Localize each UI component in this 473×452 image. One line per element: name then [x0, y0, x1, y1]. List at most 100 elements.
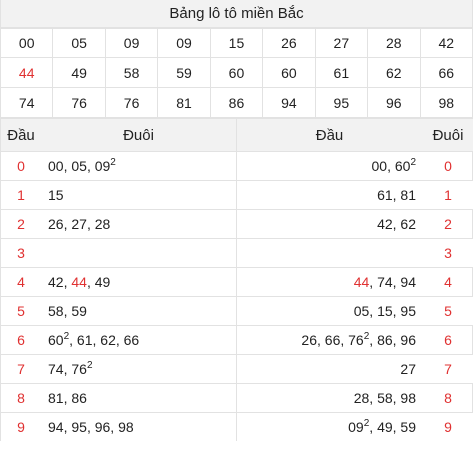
- dau-digit-left: 8: [17, 390, 25, 406]
- number-value: 59: [71, 303, 87, 319]
- dau-digit-left: 2: [17, 216, 25, 232]
- number-value: 05: [353, 303, 370, 319]
- number-value: 74: [377, 274, 393, 290]
- number-value: 98: [400, 390, 416, 406]
- number-value: 66: [324, 332, 341, 348]
- number-value: 94: [400, 274, 416, 290]
- lotto-number-cell: 26: [262, 28, 316, 58]
- duoi-values-left: 94, 95, 96, 98: [48, 419, 134, 435]
- lotto-number-cell: 95: [314, 87, 369, 118]
- dau-digit-left: 5: [17, 303, 25, 319]
- lotto-number-cell: 58: [104, 57, 159, 88]
- lotto-number-cell: 44: [0, 57, 54, 88]
- duoi-values-left: 42, 44, 49: [48, 274, 111, 290]
- lotto-number-cell: 76: [52, 87, 106, 118]
- number-value: 28: [94, 216, 111, 232]
- dau-digit-left: 4: [17, 274, 25, 290]
- number-value: 27: [400, 361, 416, 377]
- dau-duoi-row: 6 602, 61, 62, 66 26, 66, 762, 86, 96 6: [1, 325, 473, 354]
- number-value: 98: [118, 419, 134, 435]
- repeat-count: 2: [110, 157, 116, 168]
- header-duoi-left: Đuôi: [123, 126, 154, 144]
- lotto-number-cell: 00: [0, 28, 54, 58]
- lotto-number-cell: 09: [104, 28, 159, 58]
- repeat-count: 2: [363, 331, 370, 342]
- repeat-count: 2: [363, 418, 370, 429]
- dau-duoi-row: 5 58, 59 05, 15, 95 5: [1, 296, 473, 325]
- lotto-number-cell: 42: [419, 28, 473, 58]
- number-value: 09: [348, 419, 364, 435]
- lotto-number-cell: 61: [314, 57, 369, 88]
- number-value: 96: [94, 419, 111, 435]
- duoi-values-left: [41, 239, 236, 267]
- duoi-digit-right: 9: [444, 419, 452, 435]
- number-value: 60: [394, 158, 411, 174]
- dau-digit-left: 1: [17, 187, 25, 203]
- lotto-number-cell: 27: [314, 28, 369, 58]
- number-value: 95: [71, 419, 87, 435]
- grid-row: 44 49 58 59 60 60 61 62 66: [0, 57, 473, 88]
- board-title: Bảng lô tô miền Bắc: [0, 0, 473, 28]
- duoi-values-left: 81, 86: [48, 390, 87, 406]
- number-value: 00: [48, 158, 64, 174]
- duoi-digit-right: 5: [444, 303, 452, 319]
- dau-digit-left: 6: [17, 332, 25, 348]
- dau-duoi-header: Đầu Đuôi Đầu Đuôi: [1, 118, 473, 151]
- lotto-number-grid: 00 05 09 09 15 26 27 28 42 44 49 58 59 60 60 61 62 66 74 76…: [0, 28, 473, 118]
- lotto-number-cell: 49: [52, 57, 106, 88]
- number-value: 96: [400, 332, 416, 348]
- number-value: 49: [377, 419, 393, 435]
- dau-duoi-row: 0 00, 05, 092 00, 602 0: [1, 151, 473, 180]
- dau-values-right: 27: [236, 355, 422, 383]
- duoi-digit-right: 8: [444, 390, 452, 406]
- number-value: 60: [48, 332, 64, 348]
- lotto-number-cell: 94: [262, 87, 316, 118]
- number-value: 86: [377, 332, 393, 348]
- dau-duoi-row: 7 74, 762 27 7: [1, 354, 473, 383]
- lotto-number-cell: 76: [104, 87, 159, 118]
- number-value: 59: [400, 419, 416, 435]
- dau-values-right: 00, 602: [236, 152, 422, 180]
- number-value: 76: [71, 361, 87, 377]
- number-value: 58: [377, 390, 393, 406]
- lotto-number-cell: 60: [262, 57, 316, 88]
- grid-row: 74 76 76 81 86 94 95 96 98: [0, 87, 473, 118]
- number-value: 86: [71, 390, 87, 406]
- number-value: 28: [353, 390, 370, 406]
- number-value: 62: [100, 332, 116, 348]
- lotto-number-cell: 59: [157, 57, 211, 88]
- dau-values-right: 05, 15, 95: [236, 297, 422, 325]
- header-dau-left: Đầu: [7, 126, 35, 144]
- number-value: 58: [48, 303, 64, 319]
- lotto-number-cell: 15: [209, 28, 264, 58]
- dau-values-right: 44, 74, 94: [236, 268, 422, 296]
- duoi-digit-right: 1: [444, 187, 452, 203]
- dau-values-right: [236, 239, 422, 267]
- dau-digit-left: 7: [17, 361, 25, 377]
- duoi-values-left: 74, 762: [48, 360, 93, 378]
- number-value: 49: [94, 274, 111, 290]
- dau-duoi-row: 1 15 61, 81 1: [1, 180, 473, 209]
- lotto-number-cell: 66: [419, 57, 473, 88]
- lotto-number-cell: 60: [209, 57, 264, 88]
- number-value: 66: [123, 332, 140, 348]
- duoi-values-left: 58, 59: [48, 303, 87, 319]
- lotto-number-cell: 28: [367, 28, 421, 58]
- lotto-number-cell: 86: [209, 87, 264, 118]
- duoi-digit-right: 0: [444, 158, 452, 174]
- number-value: 74: [48, 361, 64, 377]
- number-value: 61: [377, 187, 393, 203]
- number-value: 09: [94, 158, 111, 174]
- header-duoi-right: Đuôi: [432, 126, 464, 144]
- number-value: 61: [76, 332, 93, 348]
- duoi-digit-right: 7: [444, 361, 452, 377]
- dau-duoi-table: Đầu Đuôi Đầu Đuôi 0 00, 05, 092 00, 602 0 1 1…: [0, 118, 473, 441]
- dau-duoi-row: 4 42, 44, 49 44, 74, 94 4: [1, 267, 473, 296]
- dau-values-right: 42, 62: [236, 210, 422, 238]
- number-value: 15: [377, 303, 393, 319]
- dau-duoi-row: 8 81, 86 28, 58, 98 8: [1, 383, 473, 412]
- number-value: 00: [371, 158, 388, 174]
- dau-values-right: 28, 58, 98: [236, 384, 422, 412]
